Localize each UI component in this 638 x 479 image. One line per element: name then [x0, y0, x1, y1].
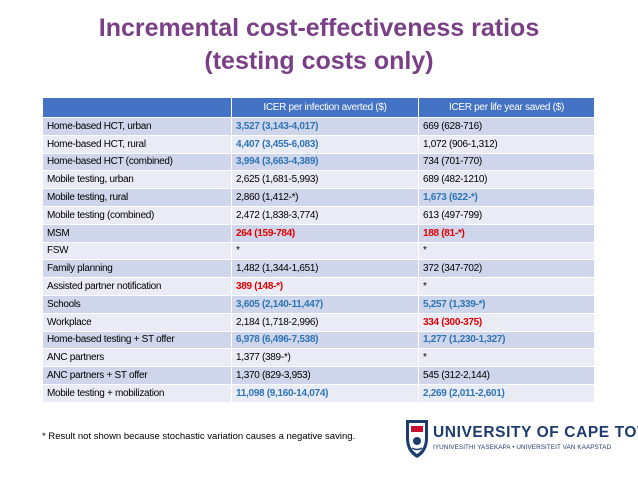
icer-infection-cell: 3,994 (3,663-4,389): [231, 152, 419, 172]
icer-lifeyear-cell: 1,673 (622-*): [418, 188, 595, 207]
row-label: Workplace: [42, 312, 232, 332]
table-row: Workplace 2,184 (1,718-2,996) 334 (300-375…: [42, 312, 595, 332]
footnote: * Result not shown because stochastic va…: [42, 431, 356, 442]
row-label: Mobile testing, urban: [42, 170, 232, 190]
icer-infection-cell: 2,625 (1,681-5,993): [231, 170, 419, 190]
icer-lifeyear-cell: 734 (701-770): [418, 152, 595, 172]
icer-infection-cell: 1,377 (389-*): [231, 348, 419, 368]
icer-infection-cell: *: [231, 241, 419, 261]
table-row: ANC partners 1,377 (389-*) *: [42, 348, 595, 368]
row-label: Home-based HCT (combined): [42, 152, 232, 172]
icer-infection-cell: 6,978 (6,496-7,538): [231, 330, 419, 350]
icer-table: ICER per infection averted ($) ICER per …: [42, 97, 595, 403]
row-label: Schools: [42, 294, 232, 314]
row-label: Home-based HCT, rural: [42, 134, 232, 154]
table-row: Family planning 1,482 (1,344-1,651) 372 (3…: [42, 259, 595, 279]
table-row: Home-based testing + ST offer 6,978 (6,49…: [42, 330, 595, 350]
header-infection-averted: ICER per infection averted ($): [231, 97, 419, 118]
row-label: Home-based testing + ST offer: [42, 330, 232, 350]
university-logo: [406, 420, 428, 458]
row-label: Mobile testing, rural: [42, 188, 232, 207]
icer-lifeyear-cell: 2,269 (2,011-2,601): [418, 383, 595, 403]
icer-infection-cell: 1,370 (829-3,953): [231, 366, 419, 385]
icer-infection-cell: 11,098 (9,160-14,074): [231, 383, 419, 403]
icer-infection-cell: 1,482 (1,344-1,651): [231, 259, 419, 279]
icer-infection-cell: 3,527 (3,143-4,017): [231, 117, 419, 136]
header-life-year-saved: ICER per life year saved ($): [418, 97, 595, 118]
icer-lifeyear-cell: *: [418, 277, 595, 296]
icer-lifeyear-cell: 545 (312-2,144): [418, 366, 595, 385]
row-label: Mobile testing + mobilization: [42, 383, 232, 403]
table-row: Mobile testing, urban 2,625 (1,681-5,993)…: [42, 170, 595, 190]
icer-infection-cell: 2,860 (1,412-*): [231, 188, 419, 207]
icer-lifeyear-cell: *: [418, 348, 595, 368]
icer-infection-cell: 389 (148-*): [231, 277, 419, 296]
icer-lifeyear-cell: 1,072 (906-1,312): [418, 134, 595, 154]
icer-lifeyear-cell: 613 (497-799): [418, 205, 595, 225]
icer-lifeyear-cell: 188 (81-*): [418, 223, 595, 243]
university-crest-icon: [406, 420, 428, 458]
title-line-1: Incremental cost-effectiveness ratios: [98, 14, 540, 42]
table-row: MSM 264 (159-784) 188 (81-*): [42, 223, 595, 243]
header-blank: [42, 97, 232, 118]
row-label: Home-based HCT, urban: [42, 117, 232, 136]
row-label: ANC partners: [42, 348, 232, 368]
icer-lifeyear-cell: 334 (300-375): [418, 312, 595, 332]
table-row: Home-based HCT, rural 4,407 (3,455-6,083)…: [42, 134, 595, 154]
icer-lifeyear-cell: *: [418, 241, 595, 261]
icer-lifeyear-cell: 372 (347-702): [418, 259, 595, 279]
table-row: Assisted partner notification 389 (148-*)…: [42, 277, 595, 296]
icer-infection-cell: 3,605 (2,140-11,447): [231, 294, 419, 314]
table-row: Home-based HCT (combined) 3,994 (3,663-4,…: [42, 152, 595, 172]
logo-tagline: IYUNIVESITHI YASEKAPA • UNIVERSITEIT VAN…: [433, 444, 612, 451]
row-label: FSW: [42, 241, 232, 261]
row-label: Assisted partner notification: [42, 277, 232, 296]
table-row: ANC partners + ST offer 1,370 (829-3,953)…: [42, 366, 595, 385]
icer-lifeyear-cell: 1,277 (1,230-1,327): [418, 330, 595, 350]
icer-lifeyear-cell: 669 (628-716): [418, 117, 595, 136]
table-row: Schools 3,605 (2,140-11,447) 5,257 (1,339-…: [42, 294, 595, 314]
icer-infection-cell: 2,184 (1,718-2,996): [231, 312, 419, 332]
table-row: Home-based HCT, urban 3,527 (3,143-4,017)…: [42, 117, 595, 136]
table-row: Mobile testing (combined) 2,472 (1,838-3,…: [42, 205, 595, 225]
icer-infection-cell: 2,472 (1,838-3,774): [231, 205, 419, 225]
table-header-row: ICER per infection averted ($) ICER per …: [42, 97, 595, 118]
row-label: MSM: [42, 223, 232, 243]
slide-title: Incremental cost-effectiveness ratios (t…: [0, 12, 638, 78]
icer-lifeyear-cell: 689 (482-1210): [418, 170, 595, 190]
icer-infection-cell: 4,407 (3,455-6,083): [231, 134, 419, 154]
icer-lifeyear-cell: 5,257 (1,339-*): [418, 294, 595, 314]
table-body: Home-based HCT, urban 3,527 (3,143-4,017)…: [42, 117, 595, 403]
table-row: Mobile testing, rural 2,860 (1,412-*) 1,67…: [42, 188, 595, 207]
title-line-2: (testing costs only): [204, 47, 434, 75]
row-label: Family planning: [42, 259, 232, 279]
table-row: Mobile testing + mobilization 11,098 (9,1…: [42, 383, 595, 403]
table-row: FSW * *: [42, 241, 595, 261]
row-label: Mobile testing (combined): [42, 205, 232, 225]
logo-name: UNIVERSITY OF CAPE TOWN: [433, 424, 638, 441]
row-label: ANC partners + ST offer: [42, 366, 232, 385]
icer-infection-cell: 264 (159-784): [231, 223, 419, 243]
